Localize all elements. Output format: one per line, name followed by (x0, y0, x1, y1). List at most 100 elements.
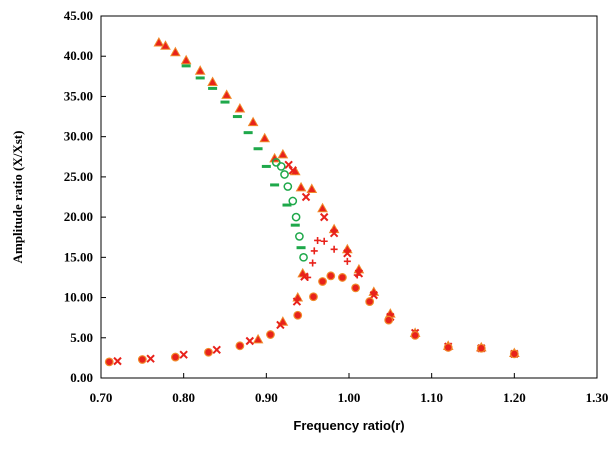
data-point-x (301, 192, 311, 202)
data-point-plus (304, 273, 312, 281)
data-point-triangle (234, 102, 246, 113)
data-point-triangle (277, 148, 289, 159)
x-tick-label: 1.20 (503, 390, 526, 405)
y-tick-label: 0.00 (70, 370, 93, 385)
data-point-plus (314, 236, 322, 244)
x-tick-label: 0.70 (90, 390, 113, 405)
data-point-x (319, 212, 329, 222)
y-tick-label: 40.00 (64, 48, 93, 63)
data-point-filled-circle (351, 283, 361, 293)
y-tick-label: 20.00 (64, 209, 93, 224)
data-point-filled-circle (170, 352, 180, 362)
data-point-dash (282, 203, 292, 207)
data-point-triangle (170, 46, 181, 57)
data-point-triangle (328, 223, 340, 234)
data-point-dash (261, 164, 271, 168)
data-point-triangle (207, 76, 218, 86)
data-point-dash (253, 147, 263, 151)
x-axis-ticks: 0.70 0.80 0.90 1.00 1.10 1.20 1.30 (90, 373, 609, 405)
data-point-plus (343, 257, 351, 265)
data-point-filled-circle (235, 341, 245, 351)
data-point-x (276, 320, 285, 330)
data-point-filled-circle (204, 347, 213, 357)
data-point-triangle (306, 183, 318, 193)
data-point-filled-circle (137, 355, 147, 364)
data-point-triangle (180, 54, 192, 65)
y-tick-label: 15.00 (64, 249, 93, 264)
y-tick-label: 30.00 (64, 129, 93, 144)
data-point-x (179, 350, 188, 359)
data-points (104, 37, 520, 367)
data-point-triangle (259, 132, 271, 143)
x-tick-label: 1.00 (338, 390, 361, 405)
data-point-filled-circle (410, 330, 420, 340)
data-point-triangle (153, 37, 165, 47)
data-point-filled-circle (509, 349, 519, 359)
data-point-triangle (269, 152, 280, 163)
data-point-plus (353, 271, 361, 279)
data-point-filled-circle (318, 277, 327, 286)
y-tick-label: 25.00 (64, 169, 93, 184)
data-point-filled-circle (443, 343, 453, 352)
y-tick-label: 45.00 (64, 8, 93, 23)
x-tick-label: 1.10 (420, 390, 443, 405)
data-point-open-circle (291, 212, 301, 222)
data-point-dash (195, 76, 205, 80)
data-point-x (343, 249, 352, 258)
data-point-open-circle (276, 162, 286, 171)
data-point-dash (243, 131, 253, 135)
data-point-open-circle (283, 182, 293, 191)
data-point-plus (309, 259, 317, 267)
y-tick-label: 5.00 (70, 330, 93, 345)
data-point-x (288, 166, 297, 175)
data-point-dash (208, 86, 218, 90)
data-point-x (292, 297, 302, 306)
data-point-triangle (317, 202, 328, 213)
data-point-plus (320, 237, 328, 245)
data-point-filled-circle (309, 292, 318, 302)
data-point-x (212, 345, 221, 355)
data-point-triangle (295, 181, 307, 192)
data-point-filled-circle (384, 315, 394, 325)
data-point-triangle (252, 333, 264, 344)
data-point-open-circle (288, 196, 298, 206)
data-point-filled-circle (365, 297, 375, 306)
x-axis-title: Frequency ratio(r) (293, 418, 404, 433)
data-point-x (113, 356, 122, 366)
y-tick-label: 10.00 (64, 290, 93, 305)
y-tick-label: 35.00 (64, 88, 93, 103)
x-tick-label: 1.30 (586, 390, 609, 405)
data-point-x (369, 290, 379, 300)
data-point-open-circle (295, 232, 304, 241)
data-point-filled-circle (266, 330, 275, 339)
data-point-triangle (247, 116, 259, 127)
data-point-open-circle (299, 252, 308, 262)
data-point-dash (296, 246, 306, 250)
data-point-triangle (221, 89, 233, 99)
data-point-plus (330, 245, 338, 253)
data-point-x (284, 160, 293, 170)
y-axis-title: Amplitude ratio (X/Xst) (10, 131, 25, 264)
data-point-filled-circle (337, 273, 347, 282)
data-point-triangle (194, 65, 206, 75)
data-point-dash (220, 100, 230, 104)
data-point-dash (290, 223, 300, 227)
plot-area-frame (100, 15, 598, 379)
data-point-plus (310, 247, 318, 255)
data-point-filled-circle (476, 343, 486, 353)
data-point-triangle (160, 40, 171, 50)
data-point-open-circle (280, 170, 289, 179)
data-point-triangle (341, 243, 353, 254)
data-point-filled-circle (293, 310, 303, 320)
data-point-filled-circle (104, 357, 114, 367)
x-tick-label: 0.90 (255, 390, 278, 405)
data-point-x (329, 228, 339, 238)
data-point-x (300, 272, 309, 281)
data-point-triangle (353, 263, 365, 274)
data-point-dash (181, 64, 191, 68)
x-tick-label: 0.80 (172, 390, 195, 405)
data-point-x (146, 354, 155, 363)
data-point-dash (232, 115, 242, 119)
y-axis-ticks: 0.00 5.00 10.00 15.00 20.00 25.00 30.00 35.00 40… (64, 8, 106, 385)
